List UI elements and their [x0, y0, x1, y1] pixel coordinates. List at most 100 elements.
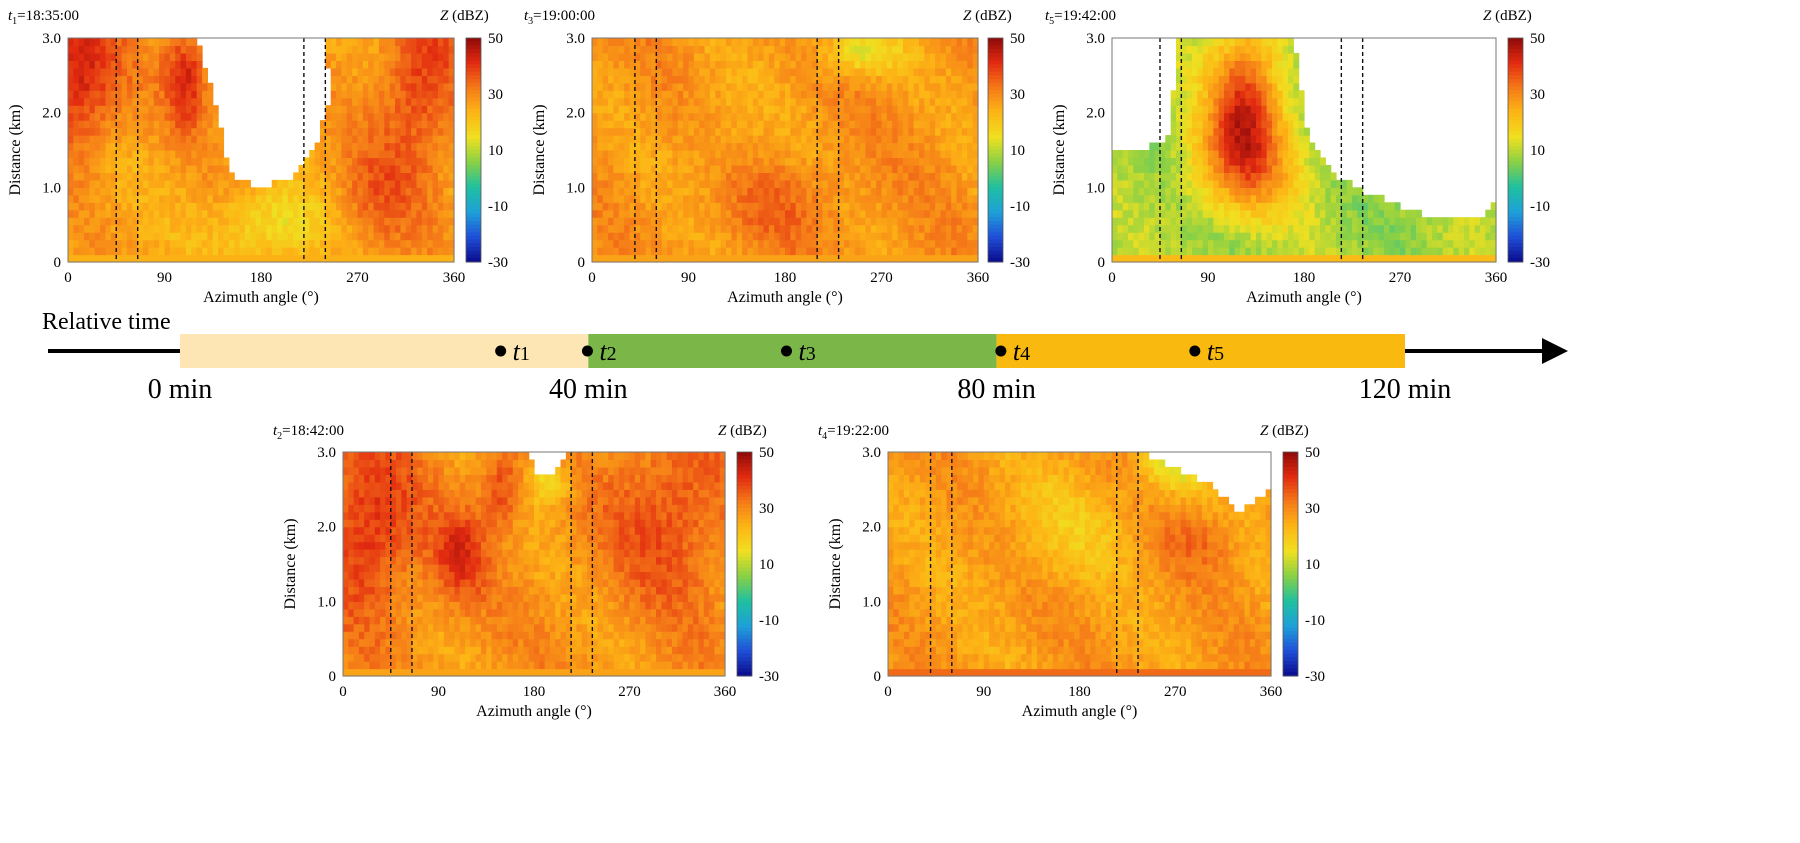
heatmap-cell: [1149, 180, 1155, 188]
heatmap-cell: [379, 98, 385, 106]
heatmap-cell: [406, 232, 412, 240]
heatmap-cell: [395, 45, 401, 53]
heatmap-cell: [240, 255, 246, 263]
heatmap-cell: [865, 255, 871, 263]
heatmap-cell: [640, 172, 646, 180]
heatmap-cell: [957, 255, 963, 263]
heatmap-cell: [1256, 202, 1262, 210]
heatmap-cell: [1229, 45, 1235, 53]
heatmap-cell: [656, 150, 662, 158]
heatmap-cell: [116, 165, 122, 173]
heatmap-cell: [68, 45, 74, 53]
heatmap-cell: [433, 210, 439, 218]
heatmap-cell: [946, 210, 952, 218]
heatmap-cell: [951, 150, 957, 158]
heatmap-cell: [240, 202, 246, 210]
heatmap-cell: [957, 232, 963, 240]
heatmap-cell: [855, 217, 861, 225]
heatmap-cell: [288, 187, 294, 195]
heatmap-cell: [1197, 247, 1203, 255]
heatmap-cell: [379, 90, 385, 98]
heatmap-cell: [1251, 180, 1257, 188]
heatmap-cell: [785, 68, 791, 76]
heatmap-cell: [865, 225, 871, 233]
heatmap-cell: [79, 225, 85, 233]
heatmap-cell: [678, 128, 684, 136]
heatmap-cell: [930, 240, 936, 248]
heatmap-cell: [1197, 38, 1203, 46]
heatmap-cell: [1251, 113, 1257, 121]
heatmap-cell: [619, 172, 625, 180]
heatmap-cell: [304, 225, 310, 233]
colorbar-swatch: [988, 213, 1003, 217]
heatmap-cell: [774, 195, 780, 203]
heatmap-cell: [764, 105, 770, 113]
heatmap-cell: [175, 68, 181, 76]
heatmap-cell: [951, 90, 957, 98]
heatmap-cell: [73, 53, 79, 61]
heatmap-cell: [79, 38, 85, 46]
heatmap-cell: [1187, 202, 1193, 210]
heatmap-cell: [79, 75, 85, 83]
heatmap-cell: [1117, 232, 1123, 240]
heatmap-cell: [197, 157, 203, 165]
heatmap-cell: [946, 113, 952, 121]
heatmap-cell: [1160, 187, 1166, 195]
heatmap-cell: [737, 180, 743, 188]
heatmap-cell: [422, 210, 428, 218]
heatmap-cell: [170, 187, 176, 195]
heatmap-cell: [790, 98, 796, 106]
heatmap-cell: [1171, 240, 1177, 248]
heatmap-cell: [592, 225, 598, 233]
heatmap-cell: [1165, 172, 1171, 180]
heatmap-cell: [438, 180, 444, 188]
heatmap-cell: [384, 98, 390, 106]
heatmap-cell: [1261, 53, 1267, 61]
heatmap-cell: [758, 255, 764, 263]
heatmap-cell: [1219, 195, 1225, 203]
heatmap-cell: [331, 75, 337, 83]
heatmap-cell: [946, 187, 952, 195]
heatmap-cell: [919, 180, 925, 188]
heatmap-cell: [1277, 120, 1283, 128]
heatmap-cell: [368, 83, 374, 91]
heatmap-cell: [159, 187, 165, 195]
heatmap-cell: [919, 98, 925, 106]
heatmap-cell: [1245, 150, 1251, 158]
heatmap-cell: [613, 195, 619, 203]
heatmap-cell: [148, 247, 154, 255]
heatmap-cell: [1160, 255, 1166, 263]
heatmap-cell: [619, 98, 625, 106]
heatmap-cell: [769, 60, 775, 68]
colorbar-swatch: [466, 109, 481, 113]
heatmap-cell: [416, 113, 422, 121]
heatmap-cell: [175, 172, 181, 180]
heatmap-cell: [368, 38, 374, 46]
heatmap-cell: [635, 98, 641, 106]
heatmap-cell: [699, 120, 705, 128]
heatmap-cell: [374, 105, 380, 113]
heatmap-cell: [1213, 143, 1219, 151]
heatmap-cell: [699, 45, 705, 53]
heatmap-cell: [1192, 45, 1198, 53]
heatmap-cell: [186, 75, 192, 83]
heatmap-cell: [358, 83, 364, 91]
heatmap-cell: [608, 180, 614, 188]
x-tick-label: 270: [346, 270, 369, 286]
heatmap-cell: [753, 195, 759, 203]
heatmap-cell: [962, 225, 968, 233]
heatmap-cell: [683, 90, 689, 98]
heatmap-cell: [737, 68, 743, 76]
heatmap-cell: [951, 232, 957, 240]
heatmap-cell: [68, 143, 74, 151]
heatmap-cell: [406, 135, 412, 143]
heatmap-cell: [882, 150, 888, 158]
heatmap-cell: [261, 232, 267, 240]
heatmap-cell: [207, 240, 213, 248]
heatmap-cell: [293, 180, 299, 188]
heatmap-cell: [309, 180, 315, 188]
heatmap-cell: [619, 187, 625, 195]
heatmap-cell: [1272, 202, 1278, 210]
heatmap-cell: [898, 53, 904, 61]
heatmap-cell: [170, 240, 176, 248]
